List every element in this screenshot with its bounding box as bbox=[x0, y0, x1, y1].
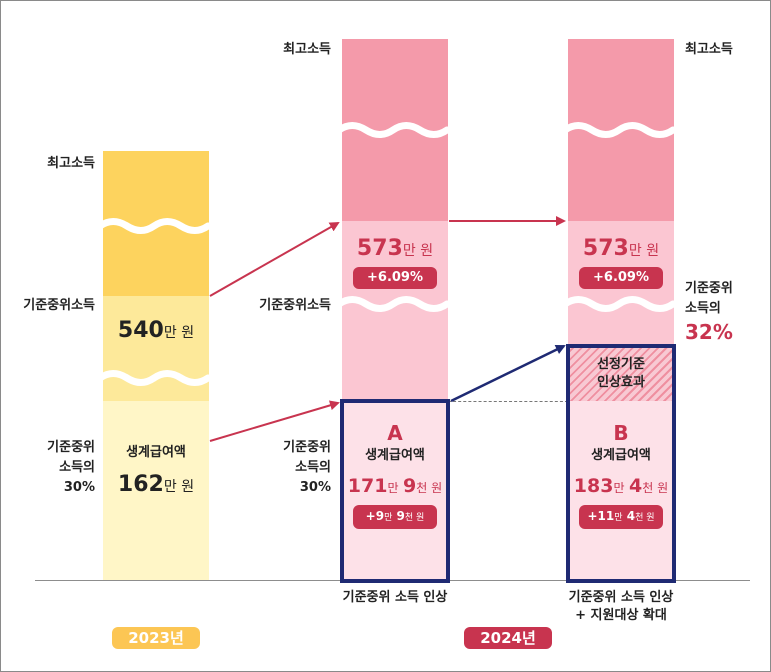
label-top-income-b: 최고소득 bbox=[685, 42, 733, 57]
col-a-caption: 기준중위 소득 인상 bbox=[342, 590, 448, 605]
col-a-benefit-text: 171만 9천 원 bbox=[347, 475, 443, 497]
col-a-median-growth-badge: +6.09% bbox=[353, 267, 437, 289]
col-a-highlight-box bbox=[340, 399, 450, 583]
col-b-median-text: 573만 원 bbox=[568, 235, 674, 266]
col-b-effect-hatch bbox=[568, 346, 674, 401]
col-2023-benefit-text: 162만 원 bbox=[103, 471, 209, 502]
wave-2023-top bbox=[96, 218, 212, 234]
label-median-income-a: 기준중위소득 bbox=[259, 298, 331, 313]
label-top-income-a: 최고소득 bbox=[283, 42, 331, 57]
col-2023-benefit-label: 생계급여액 bbox=[126, 445, 186, 460]
label-top-income-2023: 최고소득 bbox=[47, 156, 95, 171]
col-a-benefit-label: 생계급여액 bbox=[365, 448, 425, 463]
col-b-caption: 기준중위 소득 인상 + 지원대상 확대 bbox=[568, 590, 674, 623]
arrow-median-2023-to-a bbox=[209, 222, 340, 297]
col-a-median-text: 573만 원 bbox=[342, 235, 448, 266]
arrow-benefit-2023-to-a bbox=[209, 400, 340, 442]
col-b-effect-label: 선정기준 인상효과 bbox=[597, 357, 645, 390]
col-2023-median-value: 540 bbox=[117, 318, 164, 343]
label-right-pct: 기준중위 소득의 32% bbox=[685, 281, 733, 344]
col-2023-benefit-unit: 만 원 bbox=[163, 479, 195, 495]
col-2023-median-text: 540만 원 bbox=[103, 317, 209, 348]
label-thirty-pct-2023: 기준중위 소득의 30% bbox=[47, 440, 95, 495]
right-pct-value: 32% bbox=[685, 320, 733, 344]
col-a-benefit-change-badge: +9만 9천 원 bbox=[353, 505, 437, 529]
col-2023-bottom-segment bbox=[103, 401, 209, 581]
dashed-guide bbox=[448, 401, 568, 402]
wave-a-mid bbox=[335, 296, 451, 312]
col-b-benefit-label: 생계급여액 bbox=[591, 448, 651, 463]
col-b-benefit-text: 183만 4천 원 bbox=[573, 475, 669, 497]
wave-b-top bbox=[561, 122, 677, 138]
col-2023-benefit-value: 162 bbox=[117, 472, 164, 497]
col-b-letter: B bbox=[613, 421, 629, 445]
col-b-median-value: 573 bbox=[582, 236, 629, 261]
label-thirty-pct-a: 기준중위 소득의 30% bbox=[283, 440, 331, 495]
wave-b-mid bbox=[561, 296, 677, 312]
col-b-bottom-segment bbox=[568, 401, 674, 581]
wave-a-top bbox=[335, 122, 451, 138]
col-a-median-unit: 만 원 bbox=[402, 243, 434, 259]
col-b-highlight-box bbox=[566, 344, 676, 583]
year-2024-badge: 2024년 bbox=[464, 627, 552, 649]
col-a-median-value: 573 bbox=[356, 236, 403, 261]
col-b-median-unit: 만 원 bbox=[628, 243, 660, 259]
label-median-income-2023: 기준중위소득 bbox=[23, 298, 95, 313]
arrow-benefit-a-to-b bbox=[450, 344, 566, 403]
col-a-bottom-segment bbox=[342, 401, 448, 581]
col-b-median-growth-badge: +6.09% bbox=[579, 267, 663, 289]
col-b-benefit-change-badge: +11만 4천 원 bbox=[579, 505, 663, 529]
year-2023-badge: 2023년 bbox=[112, 627, 200, 649]
col-2023-median-unit: 만 원 bbox=[163, 325, 195, 341]
col-a-letter: A bbox=[387, 421, 403, 445]
wave-2023-mid bbox=[96, 370, 212, 386]
